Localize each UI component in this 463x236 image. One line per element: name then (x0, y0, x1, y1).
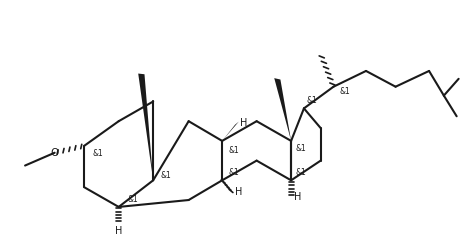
Text: &1: &1 (228, 168, 239, 177)
Text: &1: &1 (295, 168, 306, 177)
Polygon shape (274, 78, 290, 141)
Text: &1: &1 (127, 194, 138, 203)
Polygon shape (138, 74, 153, 180)
Text: &1: &1 (306, 96, 317, 105)
Text: &1: &1 (339, 87, 350, 96)
Text: &1: &1 (160, 171, 171, 180)
Text: O: O (50, 148, 59, 158)
Text: &1: &1 (295, 144, 306, 153)
Text: &1: &1 (93, 149, 103, 158)
Text: H: H (294, 192, 301, 202)
Text: H: H (235, 187, 242, 197)
Text: H: H (115, 226, 122, 236)
Text: &1: &1 (228, 146, 239, 155)
Polygon shape (222, 122, 238, 141)
Text: H: H (240, 118, 247, 128)
